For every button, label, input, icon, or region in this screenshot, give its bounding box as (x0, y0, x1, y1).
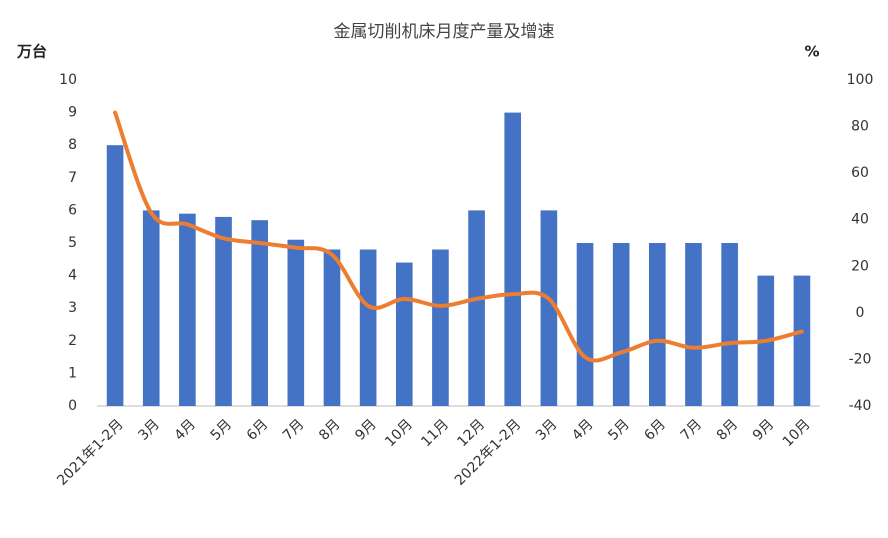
y2-tick-label: 100 (847, 72, 874, 88)
bar (612, 243, 630, 406)
y-tick-label: 4 (68, 268, 77, 284)
bar (142, 210, 160, 406)
y2-tick-label: 80 (851, 119, 869, 135)
y-tick-label: 5 (68, 235, 77, 251)
y2-tick-label: 60 (851, 165, 869, 181)
y2-tick-label: 20 (851, 258, 869, 274)
bar (468, 210, 485, 406)
bar (287, 239, 305, 406)
bar (323, 249, 341, 406)
bar (540, 210, 558, 406)
y2-tick-label: -20 (849, 351, 872, 367)
y-tick-label: 9 (68, 105, 77, 121)
y-tick-label: 8 (68, 137, 77, 153)
bar (685, 243, 702, 406)
y-tick-label: 2 (68, 333, 77, 349)
bar (215, 216, 232, 406)
bar (504, 112, 522, 406)
y2-tick-label: 40 (851, 212, 869, 228)
y-axis-label: 万台 (16, 43, 47, 61)
y-tick-label: 3 (68, 300, 77, 316)
bar (179, 213, 196, 406)
bar (649, 243, 666, 406)
bar (432, 249, 449, 406)
y-tick-label: 0 (68, 398, 77, 414)
bar (576, 243, 594, 406)
y2-tick-label: -40 (849, 398, 872, 414)
chart-title: 金属切削机床月度产量及增速 (334, 22, 555, 42)
bar (359, 249, 377, 406)
y-tick-label: 7 (68, 170, 77, 186)
y-tick-label: 10 (59, 72, 77, 88)
bar (395, 262, 413, 406)
y-tick-label: 1 (68, 365, 77, 381)
bar (106, 145, 124, 406)
y2-tick-label: 0 (856, 305, 865, 321)
y-tick-label: 6 (68, 202, 77, 218)
y2-axis-label: % (804, 43, 819, 61)
bar (251, 220, 268, 406)
line (113, 110, 804, 363)
bar (721, 243, 738, 406)
bar (793, 275, 811, 406)
